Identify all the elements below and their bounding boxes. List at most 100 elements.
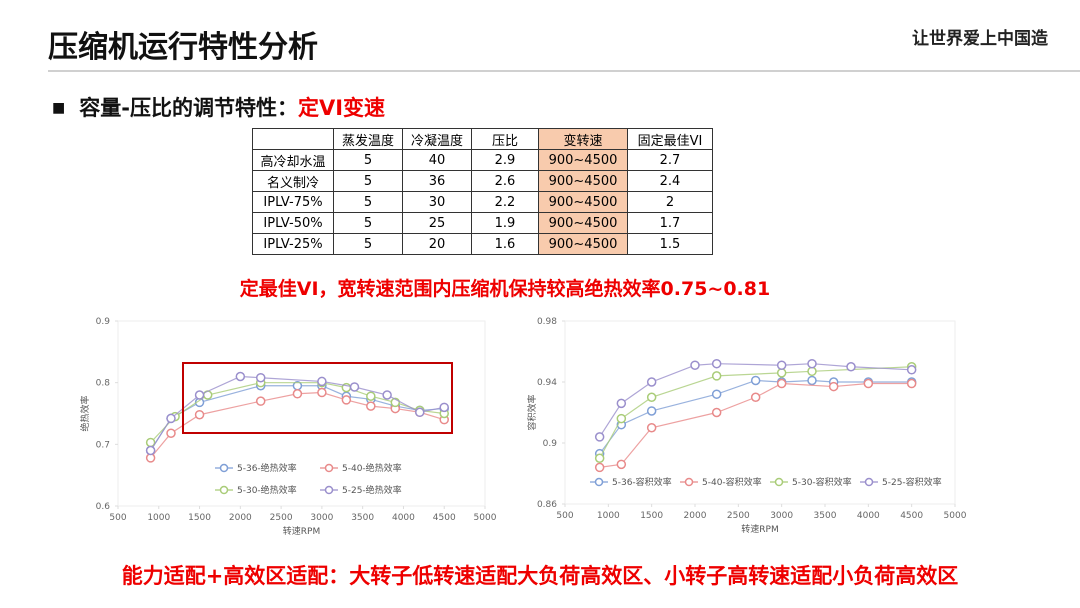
data-point [906, 365, 917, 375]
plot-frame [564, 320, 956, 505]
legend-marker [864, 477, 874, 487]
table-cell: 900~4500 [538, 233, 628, 255]
y-axis-label: 容积效率 [526, 394, 538, 430]
data-point [690, 360, 700, 370]
table-cell: 36 [402, 170, 472, 192]
data-point [616, 413, 627, 424]
bullet-marker: ■ [52, 100, 66, 116]
table-cell: 900~4500 [538, 191, 628, 213]
x-tick-label: 3500 [814, 511, 837, 521]
legend-marker [219, 463, 229, 473]
data-point [776, 378, 787, 389]
table-cell: 2.2 [471, 191, 539, 213]
data-point [415, 407, 425, 418]
data-point [616, 459, 627, 470]
x-tick-label: 3000 [310, 513, 333, 523]
data-point [341, 395, 352, 405]
data-point [711, 407, 722, 418]
data-point [711, 389, 722, 399]
table-cell: 5 [333, 191, 403, 213]
x-tick-label: 4000 [392, 513, 415, 523]
table-cell: 蒸发温度 [333, 128, 403, 150]
data-point [255, 372, 266, 383]
table-cell: 2.6 [471, 170, 539, 192]
data-point [255, 396, 266, 406]
data-point [194, 409, 205, 420]
table-cell: 5 [333, 212, 403, 234]
x-tick-label: 1000 [597, 511, 620, 521]
legend-marker [219, 485, 229, 495]
data-point [646, 406, 657, 416]
y-tick-label: 0.9 [543, 439, 558, 449]
legend-marker [324, 463, 334, 473]
y-axis-label: 绝热效率 [79, 395, 91, 431]
legend-label: 5-25-容积效率 [882, 476, 942, 488]
table-cell: 1.7 [627, 212, 713, 234]
table-cell: 5 [333, 233, 403, 255]
table-cell: IPLV-75% [252, 191, 334, 213]
x-tick-label: 4500 [433, 513, 456, 523]
data-point [807, 375, 817, 386]
highlight-box-layer [182, 362, 453, 434]
slide-title: 压缩机运行特性分析 [48, 30, 318, 65]
legend-label: 5-25-绝热效率 [342, 484, 402, 496]
y-tick-label: 0.6 [96, 502, 111, 512]
table-row: 高冷却水温 5 40 2.9 900~4500 2.7 [252, 149, 713, 171]
x-tick-label: 2000 [229, 513, 252, 523]
data-point [646, 377, 657, 387]
table-cell: 5 [333, 170, 403, 192]
table-cell [252, 128, 334, 150]
legend-marker [594, 477, 604, 487]
data-point [145, 445, 156, 456]
data-point [646, 423, 657, 433]
data-point [594, 432, 605, 442]
x-tick-label: 4000 [857, 511, 880, 521]
table-row: IPLV-50% 5 25 1.9 900~4500 1.7 [252, 212, 713, 234]
y-tick-label: 0.9 [96, 317, 111, 327]
table-cell: 900~4500 [538, 170, 628, 192]
y-tick-label: 0.86 [537, 500, 557, 510]
data-point [646, 392, 657, 402]
table-cell: IPLV-25% [252, 233, 334, 255]
legend-marker [774, 477, 784, 487]
table-cell: 压比 [471, 128, 539, 150]
table-cell: 1.5 [627, 233, 713, 255]
data-point [711, 358, 722, 369]
data-point [750, 375, 761, 386]
data-point [317, 376, 327, 387]
data-point [846, 362, 856, 372]
x-tick-label: 3500 [351, 513, 374, 523]
table-cell: 变转速 [538, 128, 628, 150]
y-tick-label: 0.7 [96, 440, 110, 450]
table-cell: 2.9 [471, 149, 539, 171]
y-tick-label: 0.8 [96, 379, 111, 389]
legend-label: 5-30-绝热效率 [237, 484, 297, 496]
table-cell: 30 [402, 191, 472, 213]
conclusion: 能力适配+高效区适配：大转子低转速适配大负荷高效区、小转子高转速适配小负荷高效区 [121, 564, 959, 588]
legend-marker [324, 485, 334, 495]
table-row: 名义制冷 5 36 2.6 900~4500 2.4 [252, 170, 713, 192]
x-tick-label: 1500 [188, 513, 211, 523]
data-point [863, 378, 874, 389]
data-point [292, 389, 303, 399]
data-point [366, 401, 376, 411]
data-point [750, 392, 761, 402]
x-tick-label: 1500 [640, 511, 663, 521]
x-tick-label: 500 [109, 513, 126, 523]
x-tick-label: 2000 [684, 511, 707, 521]
x-tick-label: 5000 [474, 513, 497, 523]
divider [48, 70, 1080, 72]
data-point [711, 371, 722, 381]
data-point [366, 391, 376, 401]
x-tick-label: 4500 [900, 511, 923, 521]
data-point [317, 387, 327, 398]
x-axis-label: 转速RPM [283, 525, 320, 537]
table-cell: 固定最佳VI [627, 128, 713, 150]
legend-label: 5-40-容积效率 [702, 476, 762, 488]
data-point [807, 366, 817, 377]
data-point [194, 390, 205, 400]
table: 蒸发温度 冷凝温度 压比 变转速 固定最佳VI 高冷却水温 5 40 2.9 900~4500 2.… [252, 128, 713, 255]
table-cell: 1.9 [471, 212, 539, 234]
data-point [807, 358, 817, 369]
